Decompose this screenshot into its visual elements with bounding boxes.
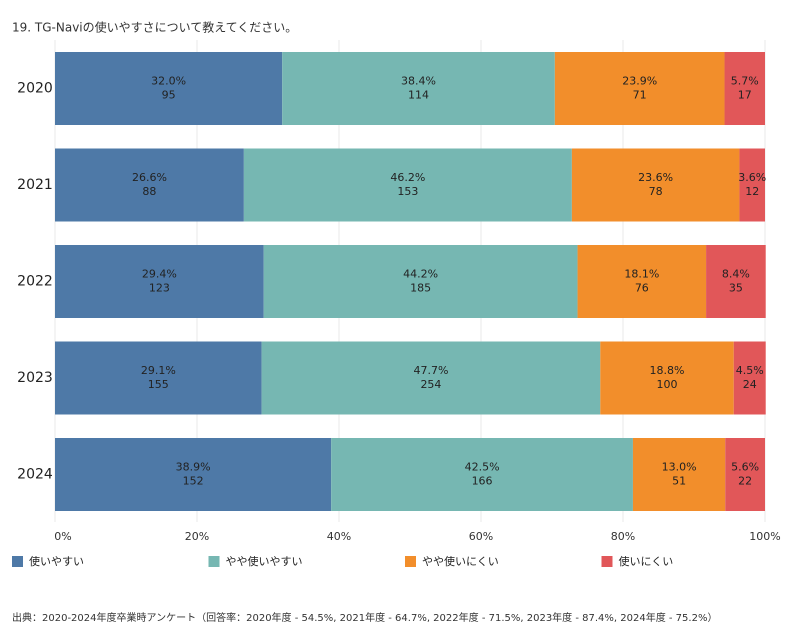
- count-label: 17: [738, 89, 752, 102]
- count-label: 95: [162, 89, 176, 102]
- x-tick-label: 40%: [327, 530, 351, 543]
- bar-segment: [600, 341, 734, 415]
- bar-segment: [243, 148, 572, 222]
- count-label: 88: [142, 185, 156, 198]
- count-label: 22: [738, 475, 752, 488]
- count-label: 12: [745, 185, 759, 198]
- value-label: 42.5%: [465, 461, 500, 474]
- value-label: 29.4%: [142, 268, 177, 281]
- count-label: 24: [743, 378, 757, 391]
- bar-segment: [632, 438, 726, 511]
- bar-segment: [55, 52, 283, 125]
- count-label: 254: [420, 378, 441, 391]
- value-label: 29.1%: [141, 364, 176, 377]
- bar-segment: [733, 341, 766, 415]
- legend-label: 使いにくい: [619, 555, 674, 568]
- value-label: 32.0%: [151, 75, 186, 88]
- bar-segment: [706, 245, 766, 318]
- legend-label: やや使いにくい: [422, 555, 499, 568]
- legend-label: やや使いやすい: [226, 555, 303, 568]
- value-label: 5.7%: [731, 75, 759, 88]
- bar-segment: [739, 148, 765, 222]
- bar-segment: [261, 341, 601, 415]
- x-tick-label: 20%: [185, 530, 209, 543]
- legend-label: 使いやすい: [29, 555, 84, 568]
- value-label: 4.5%: [736, 364, 764, 377]
- legend-swatch: [208, 556, 220, 567]
- y-tick-label: 2020: [17, 81, 53, 97]
- value-label: 8.4%: [722, 268, 750, 281]
- chart-title: 19. TG-Naviの使いやすさについて教えてください。: [12, 20, 297, 35]
- count-label: 123: [149, 282, 170, 295]
- bar-segment: [282, 52, 555, 125]
- count-label: 51: [672, 475, 686, 488]
- value-label: 23.6%: [638, 171, 673, 184]
- value-label: 18.8%: [650, 364, 685, 377]
- x-tick-label: 0%: [54, 530, 71, 543]
- source-note: 出典：2020-2024年度卒業時アンケート（回答率：2020年度 - 54.5…: [12, 611, 717, 624]
- value-label: 44.2%: [403, 268, 438, 281]
- x-tick-label: 80%: [611, 530, 635, 543]
- bar-segment: [263, 245, 578, 318]
- value-label: 3.6%: [738, 171, 766, 184]
- count-label: 100: [657, 378, 678, 391]
- value-label: 26.6%: [132, 171, 167, 184]
- bar-segment: [55, 148, 244, 222]
- count-label: 78: [649, 185, 663, 198]
- y-tick-label: 2021: [17, 177, 53, 193]
- count-label: 155: [148, 378, 169, 391]
- count-label: 35: [729, 282, 743, 295]
- legend-swatch: [12, 556, 23, 567]
- y-tick-label: 2024: [17, 467, 53, 483]
- x-tick-label: 60%: [469, 530, 493, 543]
- y-tick-label: 2022: [17, 274, 53, 290]
- value-label: 23.9%: [622, 75, 657, 88]
- bar-segment: [725, 438, 765, 511]
- bar-segment: [331, 438, 633, 511]
- count-label: 114: [408, 89, 429, 102]
- bar-segment: [55, 245, 264, 318]
- count-label: 185: [410, 282, 431, 295]
- count-label: 76: [635, 282, 649, 295]
- value-label: 46.2%: [390, 171, 425, 184]
- value-label: 38.9%: [176, 461, 211, 474]
- value-label: 38.4%: [401, 75, 436, 88]
- value-label: 47.7%: [413, 364, 448, 377]
- bar-segment: [577, 245, 707, 318]
- x-tick-label: 100%: [749, 530, 780, 543]
- legend-swatch: [405, 556, 416, 567]
- bar-segment: [571, 148, 740, 222]
- bar-segment: [55, 341, 262, 415]
- count-label: 166: [472, 475, 493, 488]
- legend-swatch: [601, 556, 613, 567]
- y-tick-label: 2023: [17, 370, 53, 386]
- bar-segment: [55, 438, 332, 511]
- value-label: 13.0%: [662, 461, 697, 474]
- count-label: 152: [183, 475, 204, 488]
- value-label: 18.1%: [624, 268, 659, 281]
- count-label: 71: [633, 89, 647, 102]
- value-label: 5.6%: [731, 461, 759, 474]
- bar-segment: [554, 52, 725, 125]
- bar-segment: [724, 52, 765, 125]
- count-label: 153: [397, 185, 418, 198]
